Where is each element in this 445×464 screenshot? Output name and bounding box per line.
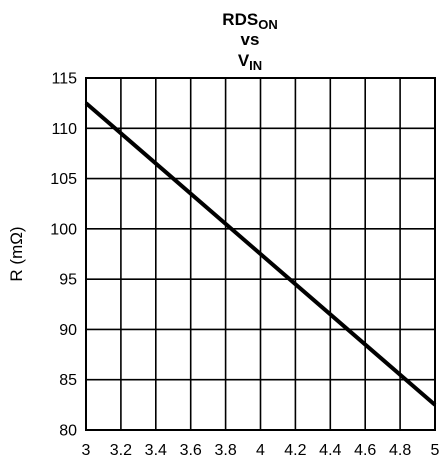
x-tick-label: 4.2 (284, 442, 306, 459)
y-tick-label: 85 (59, 372, 77, 389)
x-tick-label: 4 (256, 442, 265, 459)
title-line-2: vs (241, 30, 260, 49)
y-tick-label: 95 (59, 272, 77, 289)
x-tick-label: 3.2 (110, 442, 132, 459)
y-axis-label: R (mΩ) (7, 226, 26, 281)
y-tick-label: 90 (59, 322, 77, 339)
y-tick-label: 115 (51, 71, 77, 88)
y-tick-labels: 80 85 90 95 100 105 110 115 (50, 71, 77, 440)
x-tick-label: 4.6 (354, 442, 376, 459)
y-tick-label: 105 (50, 171, 77, 188)
x-tick-label: 4.8 (389, 442, 411, 459)
series-group (84, 101, 437, 407)
x-tick-label: 3.4 (145, 442, 167, 459)
x-tick-label: 4.4 (319, 442, 341, 459)
chart-title: RDSON vs VIN (222, 10, 277, 73)
x-tick-label: 5 (431, 442, 440, 459)
x-tick-label: 3.8 (214, 442, 236, 459)
x-tick-labels: 3 3.2 3.4 3.6 3.8 4 4.2 4.4 4.6 4.8 5 (82, 442, 440, 459)
x-tick-label: 3 (82, 442, 91, 459)
title-line-1: RDSON (222, 10, 277, 32)
series-line-0 (84, 101, 437, 407)
plot-frame (85, 77, 436, 431)
y-tick-label: 110 (51, 121, 77, 138)
y-tick-label: 100 (50, 221, 77, 238)
y-tick-label: 80 (59, 423, 77, 440)
title-line-3: VIN (238, 51, 262, 73)
x-tick-label: 3.6 (180, 442, 202, 459)
